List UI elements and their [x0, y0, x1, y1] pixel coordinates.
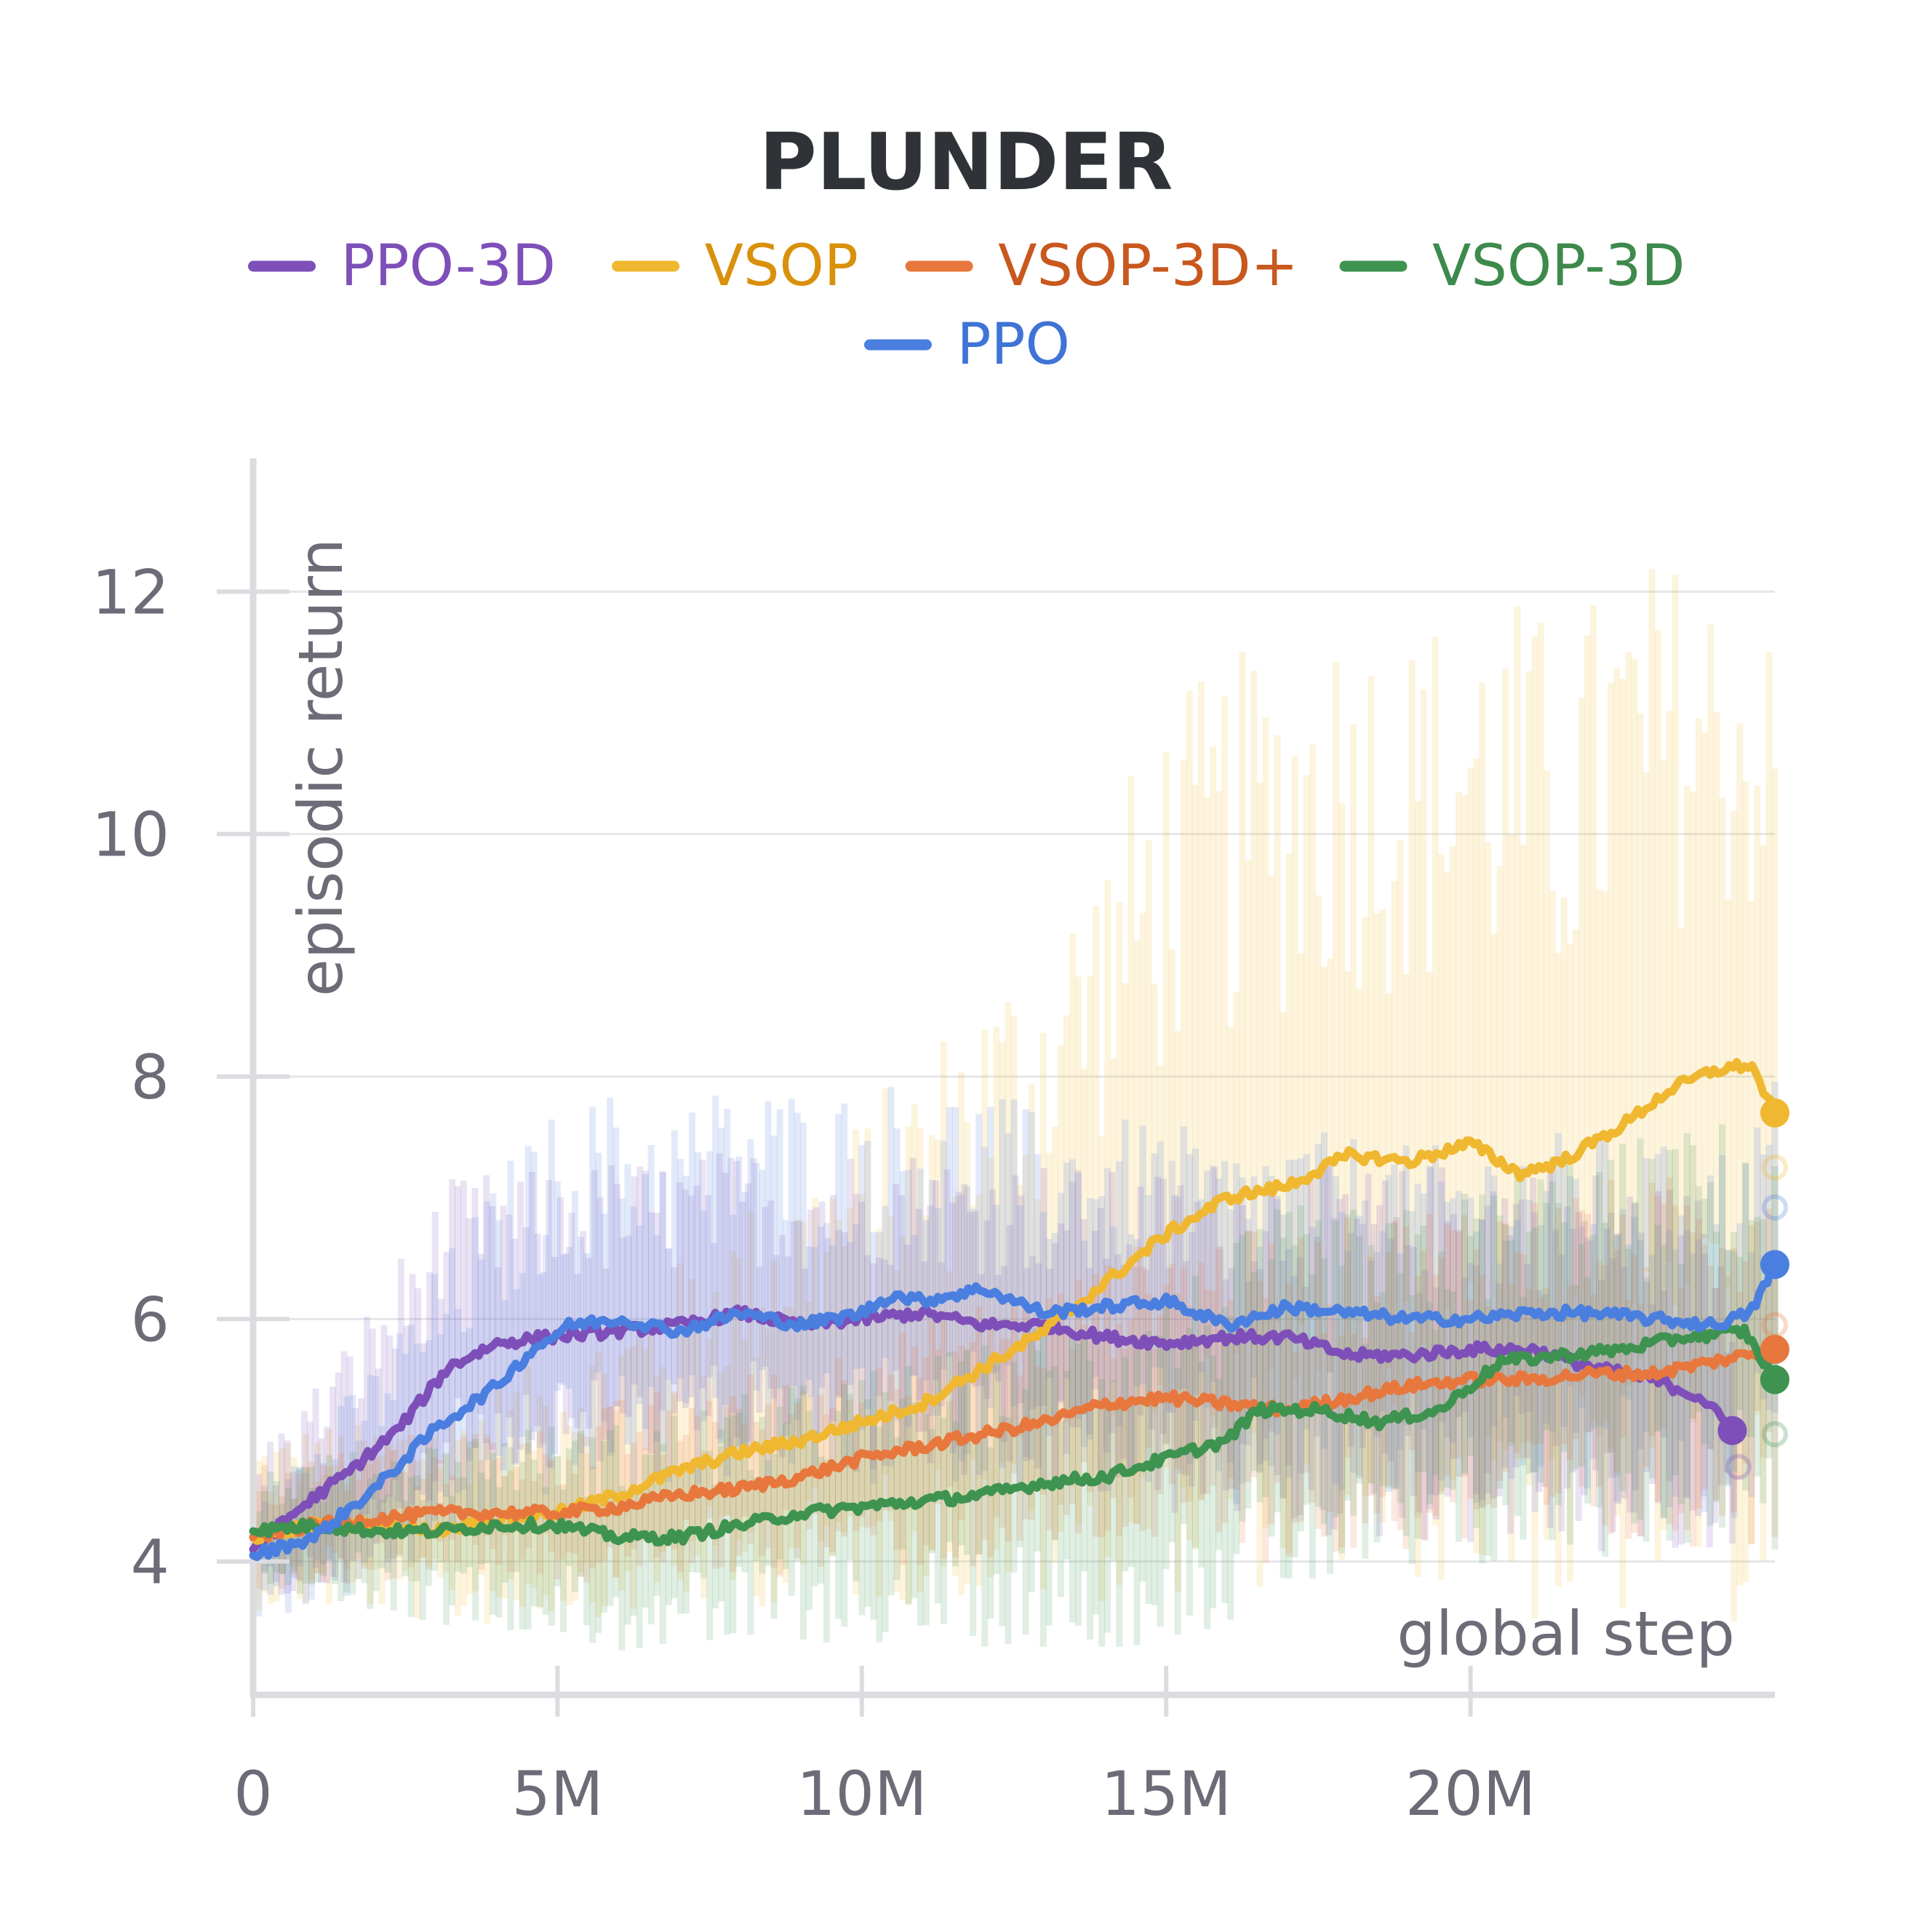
series-ghost-point — [1725, 1453, 1752, 1480]
legend-label: VSOP-3D+ — [998, 233, 1298, 299]
legend-item[interactable]: VSOP-3D+ — [905, 233, 1298, 299]
chart-title: PLUNDER — [759, 117, 1173, 208]
series-lines — [249, 1058, 1779, 1562]
series-end-point — [1760, 1250, 1789, 1280]
variance-bands — [250, 569, 1779, 1650]
y-tick-label: 6 — [131, 1284, 169, 1355]
x-tick-label: 20M — [1405, 1758, 1536, 1829]
legend-label: VSOP — [705, 233, 858, 299]
series-line-3 — [249, 1323, 1779, 1546]
series-ghost-point — [1762, 1421, 1788, 1448]
axes — [217, 458, 1775, 1717]
series-endpoints — [1717, 1098, 1789, 1480]
x-tick-label: 15M — [1101, 1758, 1232, 1829]
x-tick-label: 0 — [233, 1758, 272, 1829]
legend-item[interactable]: PPO — [863, 312, 1070, 378]
series-line-4 — [249, 1260, 1779, 1562]
legend-item[interactable]: VSOP-3D — [1339, 233, 1685, 299]
grid — [253, 590, 1775, 1563]
series-line-2 — [249, 1345, 1779, 1543]
series-end-point — [1760, 1365, 1789, 1394]
series-end-point — [1760, 1098, 1789, 1127]
y-tick-label: 10 — [92, 799, 169, 871]
y-axis-label: episodic return — [285, 538, 356, 997]
y-tick-label: 12 — [92, 556, 169, 628]
legend-item[interactable]: VSOP — [612, 233, 858, 299]
series-line-0 — [249, 1304, 1736, 1554]
series-end-point — [1760, 1335, 1789, 1364]
legend-label: PPO — [957, 312, 1069, 378]
x-axis-label: global step — [1397, 1598, 1735, 1669]
y-tick-label: 8 — [131, 1042, 169, 1113]
series-end-point — [1717, 1416, 1747, 1445]
legend-label: VSOP-3D — [1432, 233, 1685, 299]
legend-label: PPO-3D — [341, 233, 556, 299]
y-tick-label: 4 — [131, 1527, 169, 1598]
x-tick-label: 5M — [511, 1758, 603, 1829]
tick-labels: 4 6 8 10 12 0 5M 10M 15M 20M — [92, 556, 1536, 1829]
legend: PPO-3D VSOP VSOP-3D+ VSOP-3D PPO — [248, 233, 1685, 378]
series-ghost-point — [1762, 1194, 1788, 1221]
x-tick-label: 10M — [797, 1758, 927, 1829]
series-ghost-point — [1762, 1154, 1788, 1181]
legend-item[interactable]: PPO-3D — [248, 233, 556, 299]
